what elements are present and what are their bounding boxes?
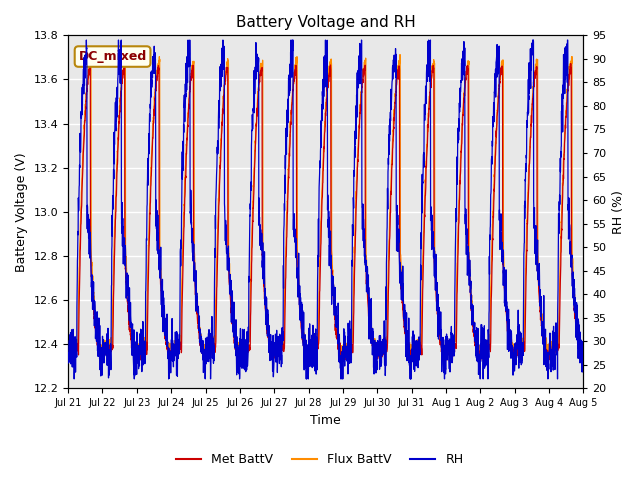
- Legend: Met BattV, Flux BattV, RH: Met BattV, Flux BattV, RH: [172, 448, 468, 471]
- X-axis label: Time: Time: [310, 414, 341, 427]
- Text: DC_mixed: DC_mixed: [79, 50, 147, 63]
- Y-axis label: RH (%): RH (%): [612, 190, 625, 234]
- Y-axis label: Battery Voltage (V): Battery Voltage (V): [15, 152, 28, 272]
- Title: Battery Voltage and RH: Battery Voltage and RH: [236, 15, 415, 30]
